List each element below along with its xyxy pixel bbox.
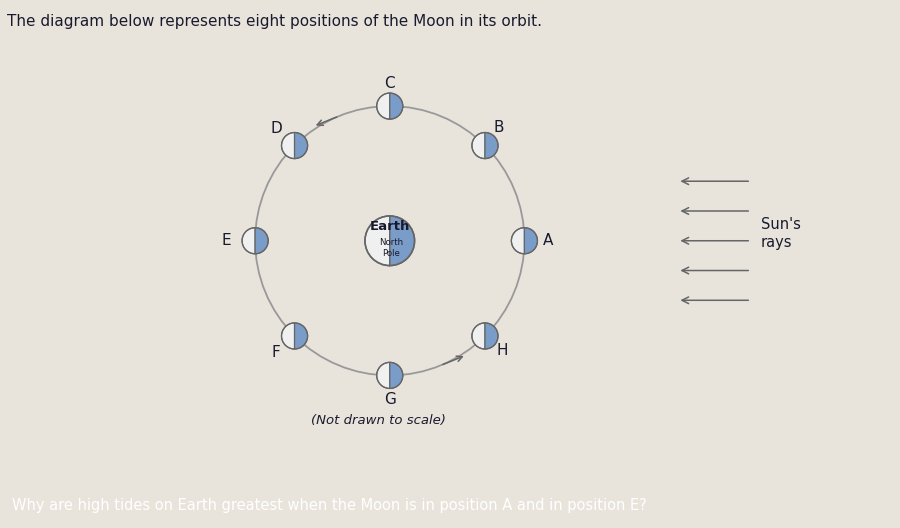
Text: A: A (544, 233, 554, 248)
Wedge shape (365, 216, 390, 266)
Text: North
Pole: North Pole (379, 238, 403, 258)
Text: G: G (383, 392, 396, 407)
Wedge shape (390, 93, 403, 119)
Wedge shape (525, 228, 537, 254)
Wedge shape (294, 323, 308, 349)
Text: Earth: Earth (370, 220, 410, 233)
Wedge shape (485, 133, 498, 158)
Wedge shape (390, 216, 415, 266)
Wedge shape (242, 228, 255, 254)
Text: C: C (384, 76, 395, 91)
Text: E: E (222, 233, 231, 248)
Wedge shape (472, 133, 485, 158)
Wedge shape (485, 323, 498, 349)
Wedge shape (390, 362, 403, 389)
Wedge shape (511, 228, 525, 254)
Wedge shape (377, 93, 390, 119)
Wedge shape (294, 133, 308, 158)
Wedge shape (472, 323, 485, 349)
Text: The diagram below represents eight positions of the Moon in its orbit.: The diagram below represents eight posit… (7, 14, 542, 29)
Wedge shape (282, 323, 294, 349)
Text: Sun's
rays: Sun's rays (761, 218, 801, 250)
Wedge shape (377, 362, 390, 389)
Text: B: B (494, 120, 504, 135)
Wedge shape (282, 133, 294, 158)
Text: Why are high tides on Earth greatest when the Moon is in position A and in posit: Why are high tides on Earth greatest whe… (12, 498, 646, 513)
Wedge shape (255, 228, 268, 254)
Text: D: D (270, 121, 282, 136)
Text: F: F (272, 345, 281, 361)
Text: (Not drawn to scale): (Not drawn to scale) (311, 414, 446, 427)
Text: H: H (496, 343, 508, 357)
